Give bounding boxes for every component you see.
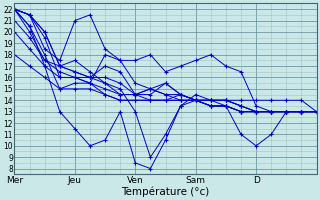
X-axis label: Température (°c): Température (°c) — [121, 186, 210, 197]
